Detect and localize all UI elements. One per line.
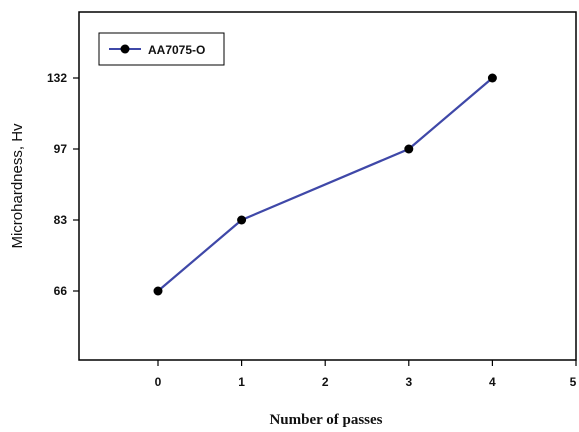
y-tick-label: 83 xyxy=(54,213,68,227)
y-tick-label: 66 xyxy=(54,284,68,298)
legend-marker xyxy=(120,44,130,54)
data-point xyxy=(487,73,497,83)
legend: AA7075-O xyxy=(98,32,225,66)
y-axis-label: Microhardness, Hv xyxy=(9,123,26,249)
y-tick-label: 97 xyxy=(54,142,68,156)
series-line xyxy=(157,77,494,292)
series-layer xyxy=(153,73,497,296)
x-tick-label: 1 xyxy=(238,375,245,389)
x-tick-label: 3 xyxy=(405,375,412,389)
x-tick-label: 4 xyxy=(489,375,496,389)
data-point xyxy=(237,215,247,225)
x-tick-label: 0 xyxy=(155,375,162,389)
x-axis-label: Number of passes xyxy=(269,412,382,428)
y-axis-ticks: 66 83 97 132 xyxy=(47,71,79,298)
plot-area-frame xyxy=(78,11,577,361)
x-tick-label: 5 xyxy=(570,375,577,389)
data-point xyxy=(404,144,414,154)
x-axis-ticks: 0 1 2 3 4 5 xyxy=(155,360,577,389)
y-tick-label: 132 xyxy=(47,71,67,85)
legend-series-label: AA7075-O xyxy=(148,43,205,57)
data-point xyxy=(153,286,163,296)
x-tick-label: 2 xyxy=(322,375,329,389)
